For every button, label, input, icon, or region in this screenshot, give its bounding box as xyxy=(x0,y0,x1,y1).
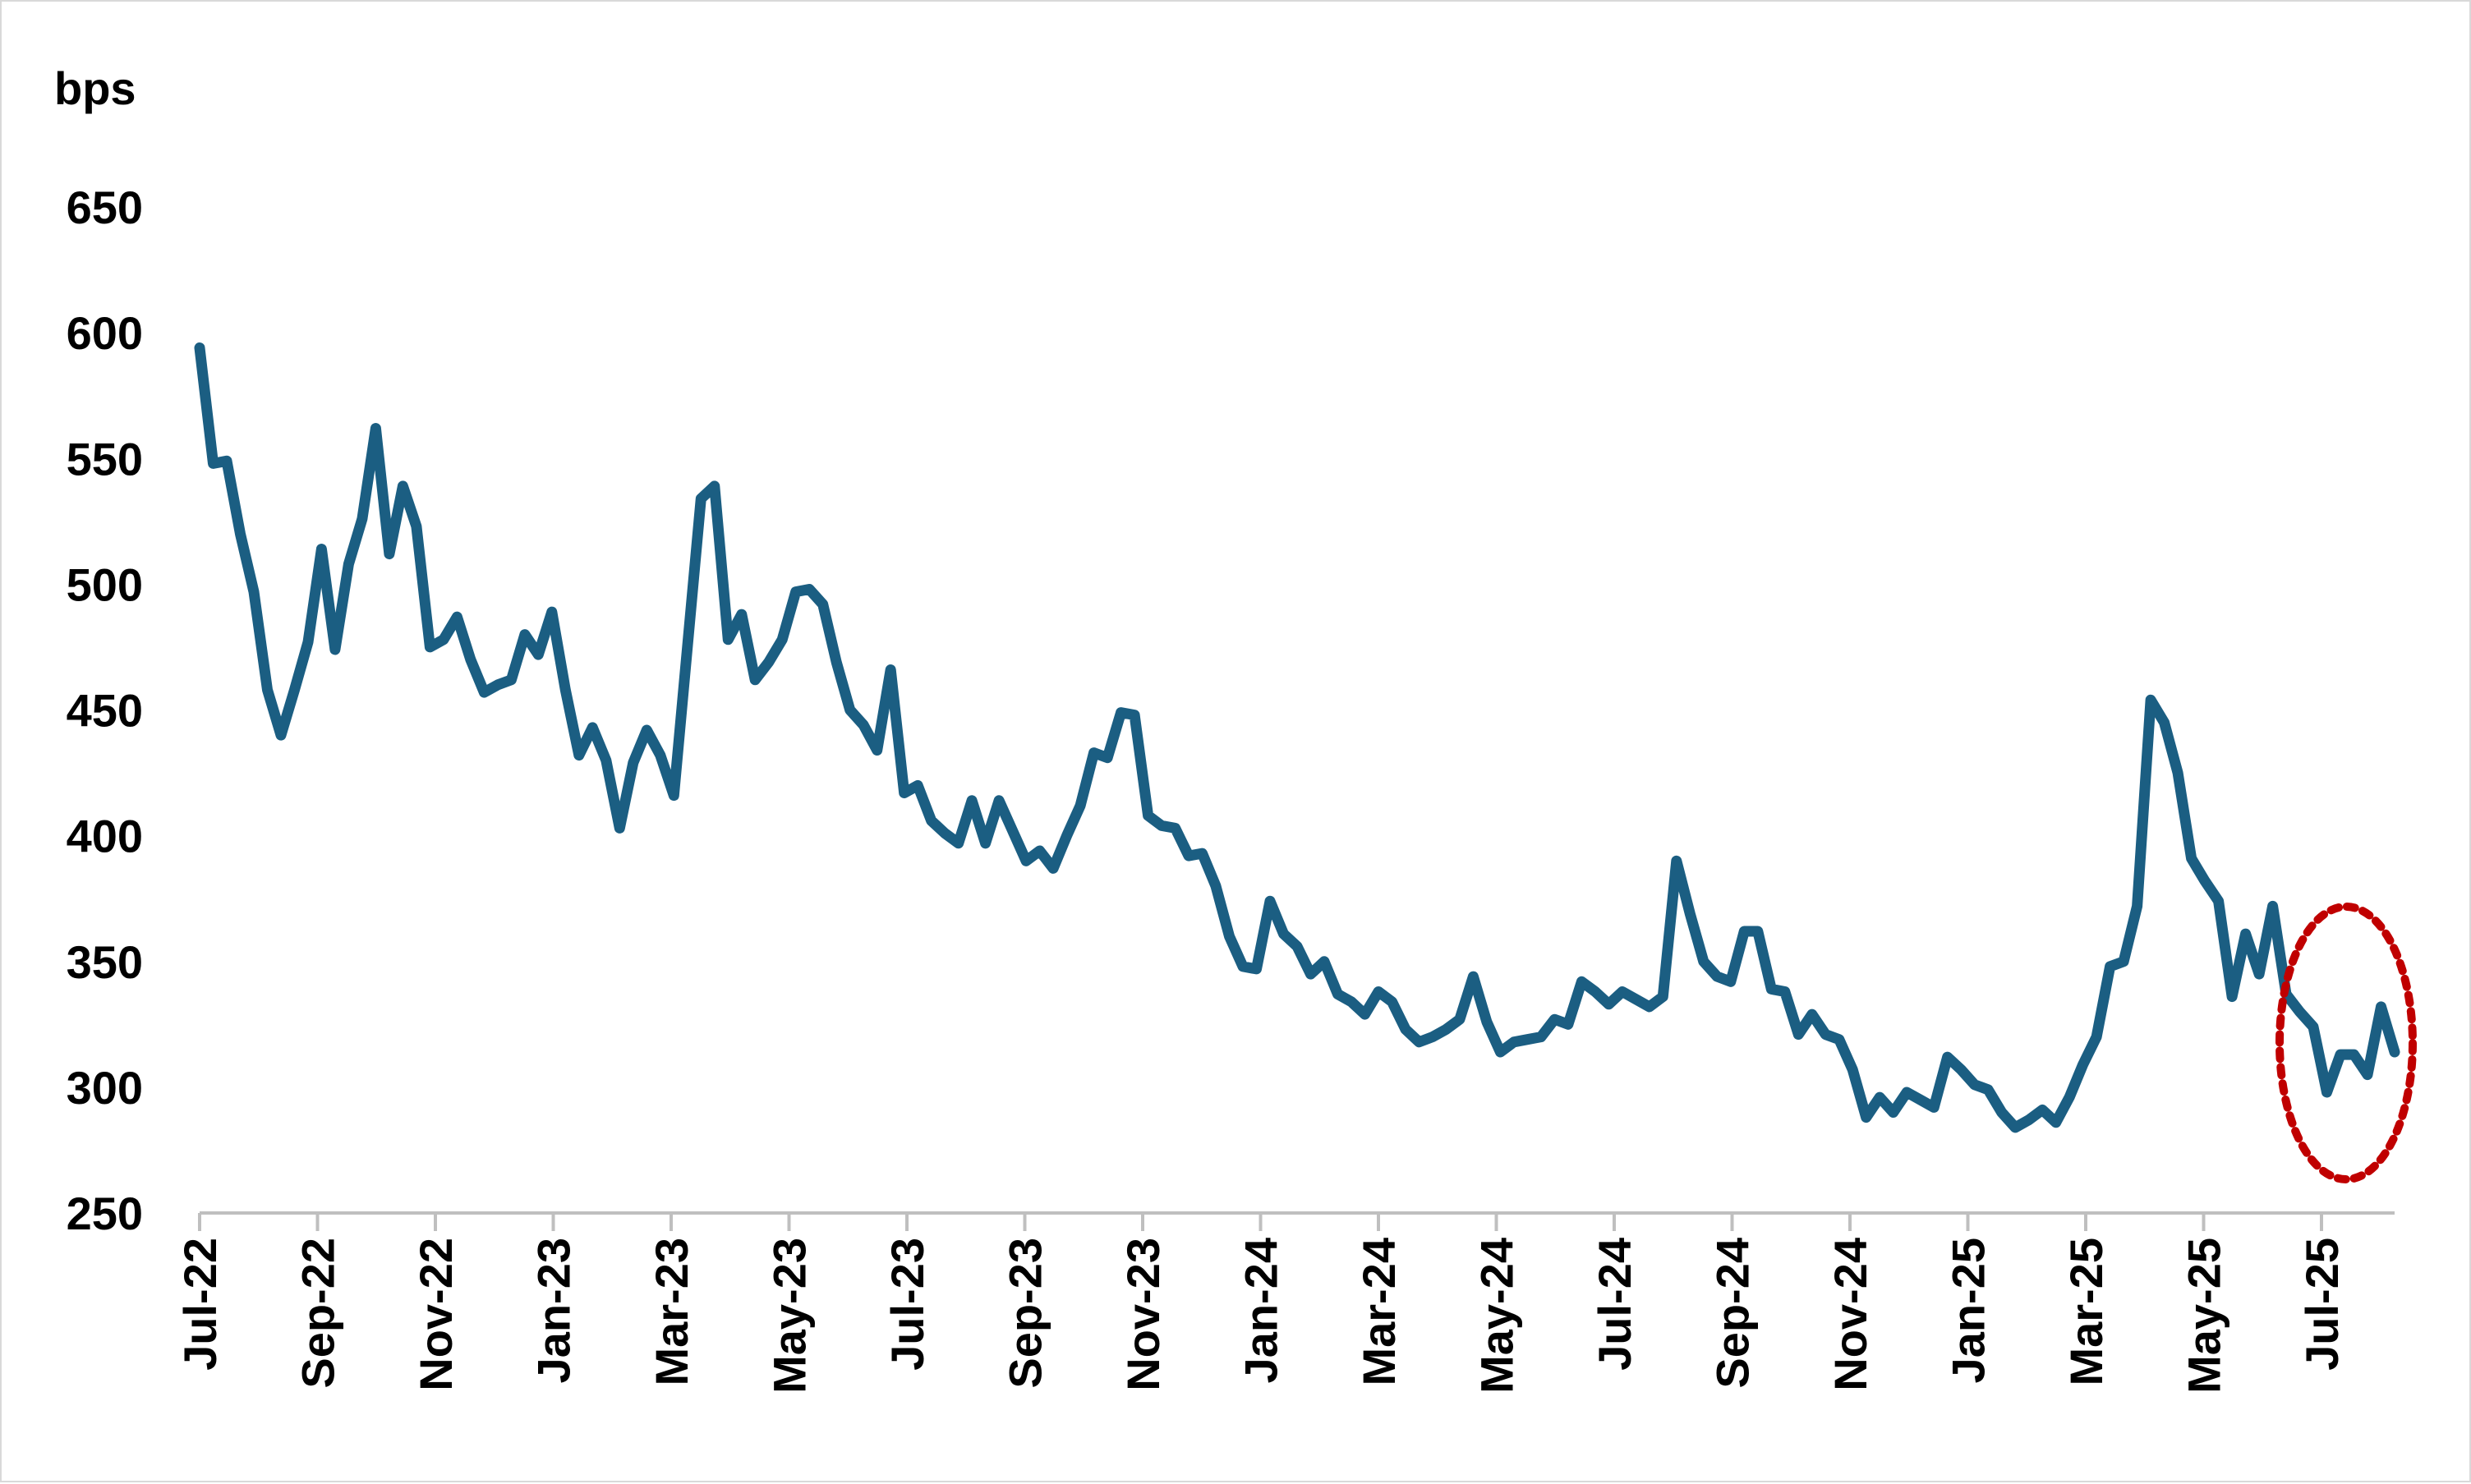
x-tick-label: Mar-24 xyxy=(1353,1238,1405,1386)
x-axis-ticks: Jul-22 Sep-22 Nov-22 Jan-23 Mar-23 May-23 Jul-… xyxy=(174,1213,2348,1394)
x-tick-label: Nov-22 xyxy=(410,1238,462,1391)
x-tick-label: May-25 xyxy=(2179,1238,2230,1394)
x-tick-label: Jul-22 xyxy=(174,1238,226,1371)
x-tick-label: Sep-24 xyxy=(1707,1238,1759,1389)
x-tick-label: Nov-24 xyxy=(1824,1238,1876,1391)
y-tick-label: 250 xyxy=(67,1188,143,1239)
y-axis-ticks: 250 300 350 400 450 500 550 600 650 xyxy=(67,181,143,1239)
x-tick-label: Jul-25 xyxy=(2296,1238,2348,1371)
y-tick-label: 650 xyxy=(67,181,143,233)
y-tick-label: 550 xyxy=(67,433,143,485)
highlight-ellipse xyxy=(2275,903,2417,1183)
series-line xyxy=(194,342,2400,1133)
y-tick-label: 450 xyxy=(67,685,143,737)
x-tick-label: Jan-23 xyxy=(528,1238,580,1383)
x-tick-label: Nov-23 xyxy=(1117,1238,1169,1391)
x-tick-label: Mar-23 xyxy=(646,1238,697,1386)
y-tick-label: 350 xyxy=(67,936,143,988)
y-tick-label: 600 xyxy=(67,307,143,359)
x-tick-label: Sep-23 xyxy=(1000,1238,1051,1389)
x-tick-label: Jul-24 xyxy=(1589,1238,1640,1371)
x-tick-label: May-24 xyxy=(1471,1238,1523,1394)
x-tick-label: Jan-25 xyxy=(1943,1238,1995,1383)
x-tick-label: Jan-24 xyxy=(1236,1238,1287,1383)
y-tick-label: 500 xyxy=(67,558,143,610)
x-tick-label: Mar-25 xyxy=(2060,1238,2112,1386)
x-tick-label: Sep-22 xyxy=(292,1238,344,1389)
x-tick-label: Jul-23 xyxy=(881,1238,933,1371)
y-tick-label: 300 xyxy=(67,1062,143,1114)
y-unit-label: bps xyxy=(54,62,136,114)
x-tick-label: May-23 xyxy=(764,1238,816,1394)
y-tick-label: 400 xyxy=(67,811,143,862)
